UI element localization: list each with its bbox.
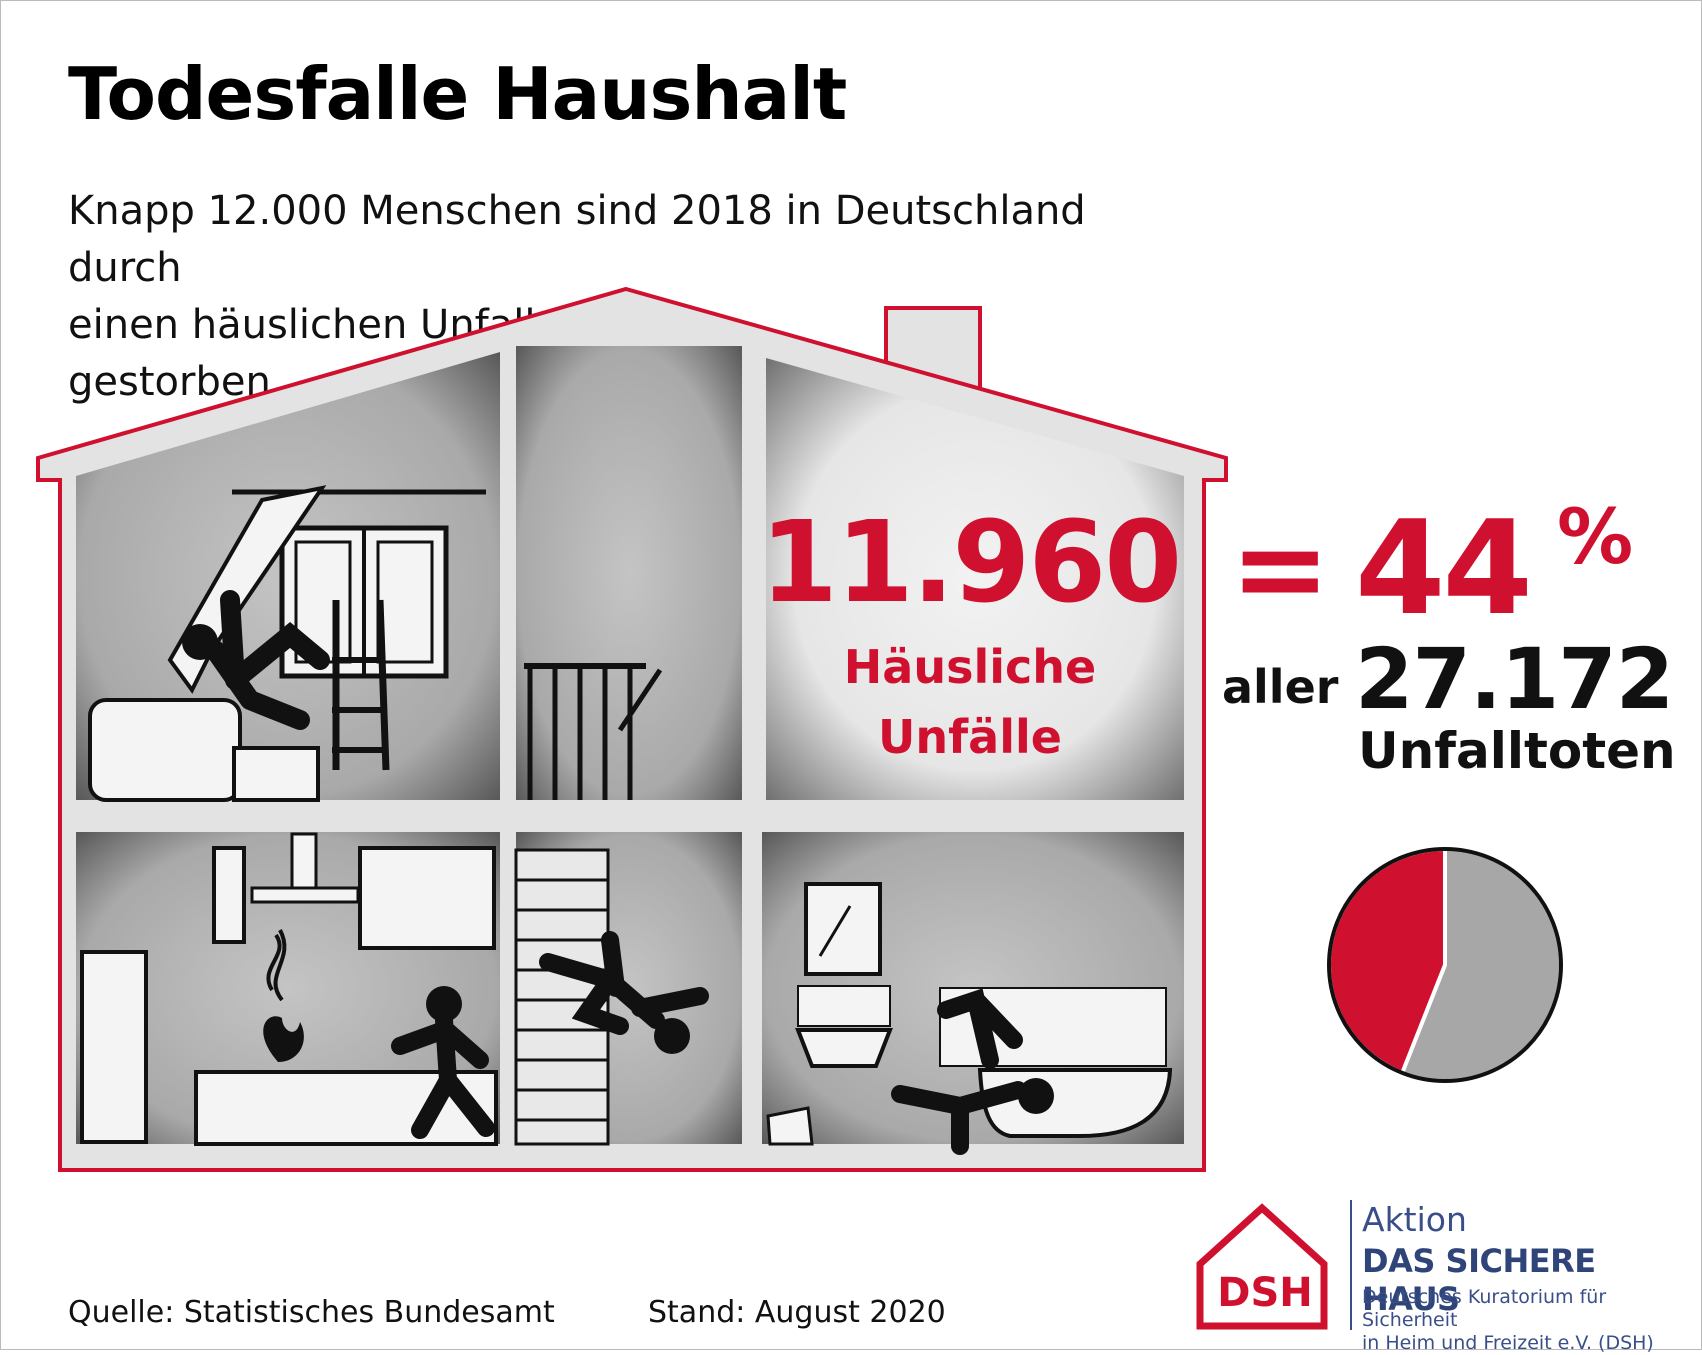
household-label-line-1: Häusliche <box>843 640 1097 694</box>
house-logo-icon <box>1196 1203 1328 1330</box>
bathroom-slip-icon <box>766 882 1173 1155</box>
falling-from-ladder-icon <box>88 485 486 802</box>
household-deaths-label: Häusliche Unfälle <box>780 632 1160 772</box>
total-deaths-count: 27.172 <box>1355 630 1674 728</box>
logo-line-1: Aktion <box>1362 1200 1467 1239</box>
percent-sign: % <box>1557 492 1634 581</box>
household-label-line-2: Unfälle <box>878 710 1062 764</box>
percent-value: 44 <box>1355 492 1533 644</box>
page-title: Todesfalle Haushalt <box>68 52 847 136</box>
total-deaths-label: Unfalltoten <box>1358 722 1676 780</box>
logo-mark: DSH <box>1217 1270 1313 1316</box>
logo-line-3a: Deutsches Kuratorium für Sicherheit <box>1362 1286 1607 1331</box>
pie-chart <box>1327 846 1563 1083</box>
pie-outline <box>1327 847 1563 1083</box>
subtitle-line-1: Knapp 12.000 Menschen sind 2018 in Deuts… <box>68 188 1086 291</box>
date-note: Stand: August 2020 <box>648 1295 946 1330</box>
logo-line-3: Deutsches Kuratorium für Sicherheit in H… <box>1362 1286 1702 1355</box>
kitchen-fire-icon <box>80 832 498 1146</box>
household-deaths-count: 11.960 <box>760 498 1182 628</box>
room-upper-right <box>766 358 1184 800</box>
logo-line-2: DAS SICHERE HAUS <box>1362 1242 1596 1318</box>
falling-down-stairs-icon <box>514 848 709 1146</box>
logo-line-3b: in Heim und Freizeit e.V. (DSH) <box>1362 1332 1654 1354</box>
subtitle: Knapp 12.000 Menschen sind 2018 in Deuts… <box>68 183 1168 411</box>
logo-divider <box>1350 1200 1352 1330</box>
aller-label: aller <box>1222 660 1339 714</box>
equals-sign: = <box>1230 500 1331 639</box>
stair-railing <box>524 663 663 800</box>
source-note: Quelle: Statistisches Bundesamt <box>68 1295 555 1330</box>
room-upper-middle <box>516 346 742 800</box>
